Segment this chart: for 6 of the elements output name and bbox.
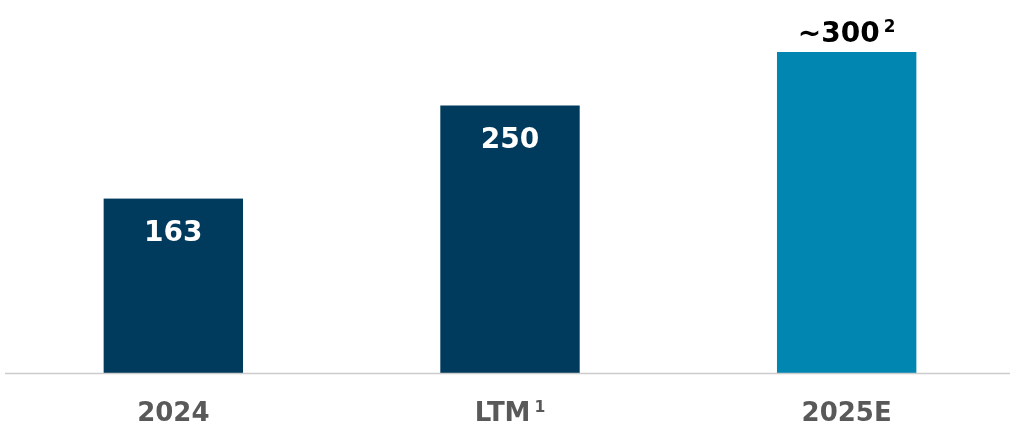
data-label: ~300$^{2}$: [797, 16, 896, 49]
data-label: 163: [144, 214, 203, 248]
x-tick-label: LTM$^{1}$: [474, 397, 546, 427]
x-tick-label: 2025E: [801, 397, 892, 427]
data-label: 250: [480, 121, 540, 155]
x-tick-label: 2024: [137, 397, 210, 427]
